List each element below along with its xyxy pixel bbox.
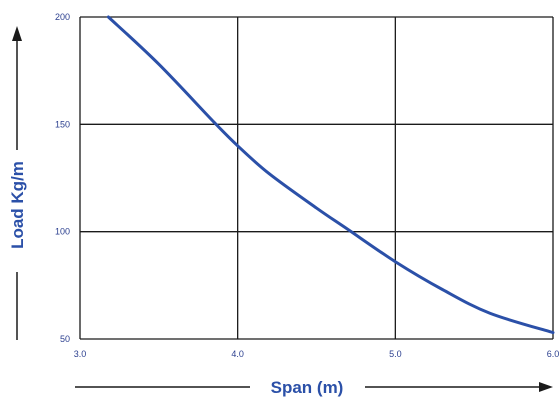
x-tick-labels: 3.0 4.0 5.0 6.0	[74, 349, 560, 359]
x-axis-title: Span (m)	[271, 378, 344, 397]
y-axis-arrow	[12, 26, 22, 340]
y-tick-labels: 200 150 100 50	[55, 12, 70, 344]
x-tick-label: 6.0	[547, 349, 560, 359]
x-tick-label: 4.0	[231, 349, 244, 359]
y-tick-label: 100	[55, 227, 70, 237]
series-line	[106, 15, 555, 335]
y-tick-label: 150	[55, 119, 70, 129]
y-axis-title: Load Kg/m	[8, 161, 27, 249]
y-tick-label: 50	[60, 334, 70, 344]
x-axis-arrow	[75, 382, 553, 392]
grid	[79, 16, 554, 340]
x-tick-label: 3.0	[74, 349, 87, 359]
x-tick-label: 5.0	[389, 349, 402, 359]
y-tick-label: 200	[55, 12, 70, 22]
